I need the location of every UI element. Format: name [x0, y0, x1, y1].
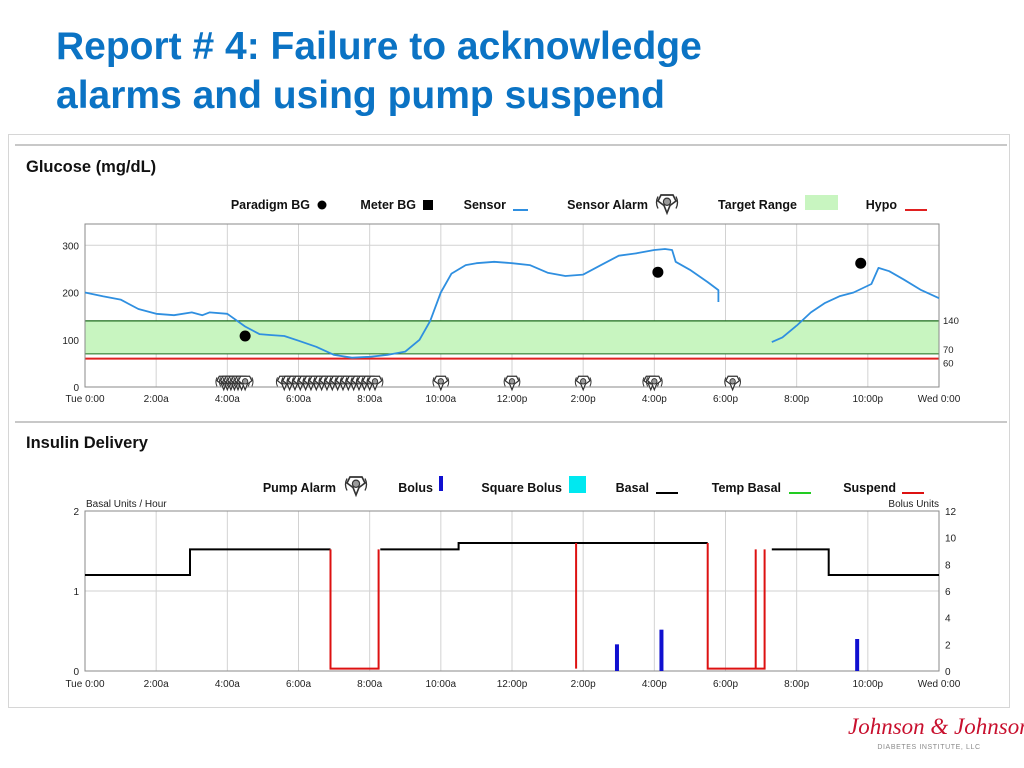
legend-paradigm-bg-marker: [317, 200, 327, 210]
target-range-band: [85, 320, 939, 354]
bolus-bar: [659, 629, 664, 671]
legend-suspend-label: Suspend: [843, 481, 896, 495]
glucose-right-label: 140: [943, 316, 959, 327]
glucose-plot: 0 100 200 300 140 70 60 Tue 0:00 2:00a 4:00a 6:00a…: [62, 223, 961, 405]
legend-target-range-box: [805, 195, 838, 210]
insulin-right-tick-label: 8: [945, 560, 951, 571]
left-axis-label: Basal Units / Hour: [86, 499, 167, 510]
slide-title: Report # 4: Failure to acknowledge alarm…: [56, 22, 956, 120]
glucose-x-tick-label: 4:00p: [642, 394, 667, 405]
basal-line: [85, 548, 331, 576]
logo-subtitle: DIABETES INSTITUTE, LLC: [877, 744, 981, 751]
basal-line: [771, 548, 939, 576]
suspend-line: [329, 549, 380, 670]
glucose-x-tick-label: 2:00a: [144, 394, 169, 405]
glucose-x-tick-label: 6:00p: [713, 394, 738, 405]
insulin-x-tick-label: 8:00p: [784, 679, 809, 690]
sensor-alarm-icon: [574, 375, 592, 391]
insulin-x-tick-label: 6:00p: [713, 679, 738, 690]
slide-title-line1: Report # 4: Failure to acknowledge: [56, 25, 702, 68]
legend-sensor-alarm-label: Sensor Alarm: [567, 198, 648, 212]
sensor-line: [771, 266, 940, 343]
legend-temp-basal-label: Temp Basal: [712, 481, 781, 495]
glucose-x-tick-label: 12:00p: [497, 394, 528, 405]
insulin-right-tick-label: 0: [945, 667, 951, 678]
insulin-x-tick-label: 6:00a: [286, 679, 311, 690]
legend-meter-bg-marker: [423, 200, 433, 210]
glucose-y-tick-label: 200: [62, 289, 79, 300]
glucose-x-tick-label: 8:00p: [784, 394, 809, 405]
insulin-x-tick-label: 10:00p: [853, 679, 884, 690]
basal-line: [380, 542, 708, 551]
sensor-alarm-icon: [432, 375, 450, 391]
glucose-x-tick-label: Tue 0:00: [65, 394, 105, 405]
insulin-chart-title: Insulin Delivery: [26, 434, 149, 452]
report-svg: Glucose (mg/dL) Paradigm BG Meter BG Sen…: [15, 144, 1007, 690]
sensor-line: [84, 248, 720, 359]
legend-bolus-bar: [439, 476, 443, 491]
glucose-right-label: 60: [943, 359, 954, 370]
insulin-left-tick-label: 2: [73, 507, 79, 518]
glucose-chart-title: Glucose (mg/dL): [26, 158, 156, 176]
suspend-line: [706, 543, 766, 670]
glucose-y-tick-label: 100: [62, 336, 79, 347]
sensor-alarm-icon: [724, 375, 742, 391]
insulin-x-tick-label: 4:00p: [642, 679, 667, 690]
insulin-left-tick-label: 0: [73, 667, 79, 678]
legend-meter-bg-label: Meter BG: [360, 198, 416, 212]
legend-pump-alarm-icon: [344, 476, 368, 496]
insulin-x-tick-label: 8:00a: [357, 679, 382, 690]
legend-sensor-alarm-icon: [655, 194, 679, 214]
insulin-x-tick-label: 10:00a: [426, 679, 457, 690]
insulin-right-tick-label: 2: [945, 640, 951, 651]
logo-text: Johnson & Johnson: [848, 714, 1024, 739]
glucose-x-tick-label: 6:00a: [286, 394, 311, 405]
legend-square-bolus-box: [569, 476, 586, 493]
right-axis-label: Bolus Units: [888, 499, 939, 510]
glucose-x-tick-label: 8:00a: [357, 394, 382, 405]
insulin-x-tick-label: 2:00p: [571, 679, 596, 690]
insulin-left-tick-label: 1: [73, 587, 79, 598]
glucose-x-tick-label: 10:00p: [853, 394, 884, 405]
jnj-logo: Johnson & Johnson DIABETES INSTITUTE, LL…: [848, 714, 1024, 751]
sensor-alarm-icon: [503, 375, 521, 391]
paradigm-bg-point: [239, 330, 251, 342]
glucose-y-tick-label: 0: [73, 383, 79, 394]
glucose-x-tick-label: Wed 0:00: [918, 394, 961, 405]
insulin-x-tick-label: Tue 0:00: [65, 679, 105, 690]
glucose-x-tick-label: 10:00a: [426, 394, 457, 405]
legend-basal-label: Basal: [616, 481, 649, 495]
paradigm-bg-point: [652, 266, 664, 278]
insulin-x-tick-label: Wed 0:00: [918, 679, 961, 690]
insulin-plot-frame: [84, 510, 940, 672]
insulin-x-tick-label: 12:00p: [497, 679, 528, 690]
glucose-x-tick-label: 2:00p: [571, 394, 596, 405]
report-frame: Glucose (mg/dL) Paradigm BG Meter BG Sen…: [8, 134, 1010, 708]
legend-square-bolus-label: Square Bolus: [481, 481, 562, 495]
insulin-legend: Pump Alarm Bolus Square Bolus Basal Temp…: [263, 476, 924, 496]
glucose-x-tick-label: 4:00a: [215, 394, 240, 405]
bolus-bar: [855, 639, 860, 671]
insulin-x-tick-label: 2:00a: [144, 679, 169, 690]
paradigm-bg-point: [855, 257, 867, 269]
insulin-right-tick-label: 10: [945, 534, 957, 545]
glucose-right-label: 70: [943, 345, 954, 356]
insulin-right-tick-label: 12: [945, 507, 957, 518]
legend-pump-alarm-label: Pump Alarm: [263, 481, 336, 495]
insulin-x-tick-label: 4:00a: [215, 679, 240, 690]
legend-paradigm-bg-label: Paradigm BG: [231, 198, 310, 212]
bolus-bar: [614, 644, 619, 671]
legend-target-range-label: Target Range: [718, 198, 797, 212]
legend-sensor-label: Sensor: [464, 198, 507, 212]
glucose-legend: Paradigm BG Meter BG Sensor Sensor Alarm…: [231, 194, 927, 214]
insulin-right-tick-label: 6: [945, 587, 951, 598]
legend-hypo-label: Hypo: [866, 198, 898, 212]
legend-bolus-label: Bolus: [398, 481, 433, 495]
insulin-right-tick-label: 4: [945, 614, 951, 625]
slide-title-line2: alarms and using pump suspend: [56, 74, 665, 117]
glucose-y-tick-label: 300: [62, 241, 79, 252]
